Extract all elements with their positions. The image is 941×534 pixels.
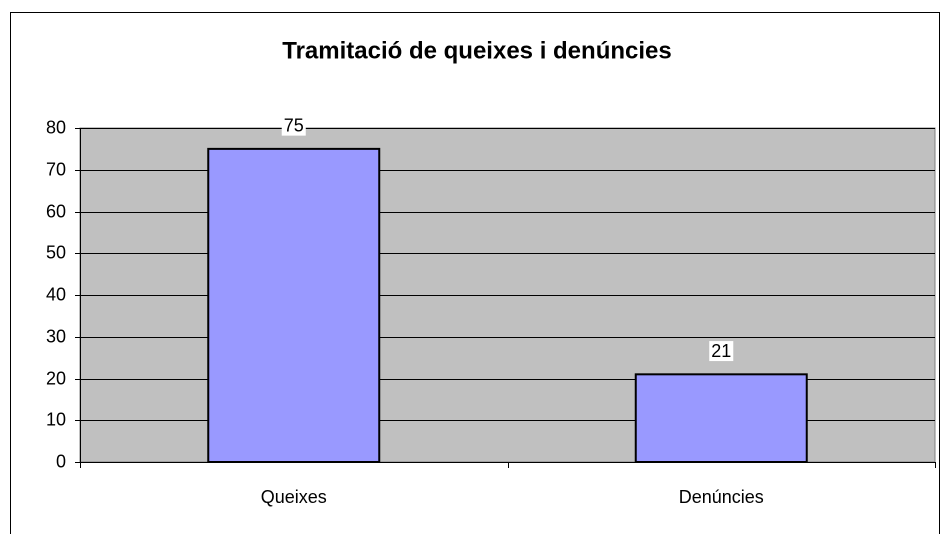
data-label: 21: [711, 341, 731, 361]
y-tick-label: 40: [46, 284, 66, 304]
data-label: 75: [284, 116, 304, 136]
y-tick-label: 0: [56, 451, 66, 471]
y-tick-label: 70: [46, 159, 66, 179]
x-tick-label: Queixes: [261, 487, 327, 507]
y-tick-label: 60: [46, 201, 66, 221]
x-tick-label: Denúncies: [679, 487, 764, 507]
y-tick-label: 10: [46, 409, 66, 429]
chart-title: Tramitació de queixes i denúncies: [282, 37, 671, 64]
y-tick-label: 80: [46, 117, 66, 137]
bar: [634, 373, 808, 464]
data-label-bg: [709, 341, 734, 362]
y-tick-label: 50: [46, 242, 66, 262]
y-tick-label: 20: [46, 368, 66, 388]
y-tick-label: 30: [46, 326, 66, 346]
bar: [207, 147, 381, 463]
data-label-bg: [281, 115, 306, 136]
